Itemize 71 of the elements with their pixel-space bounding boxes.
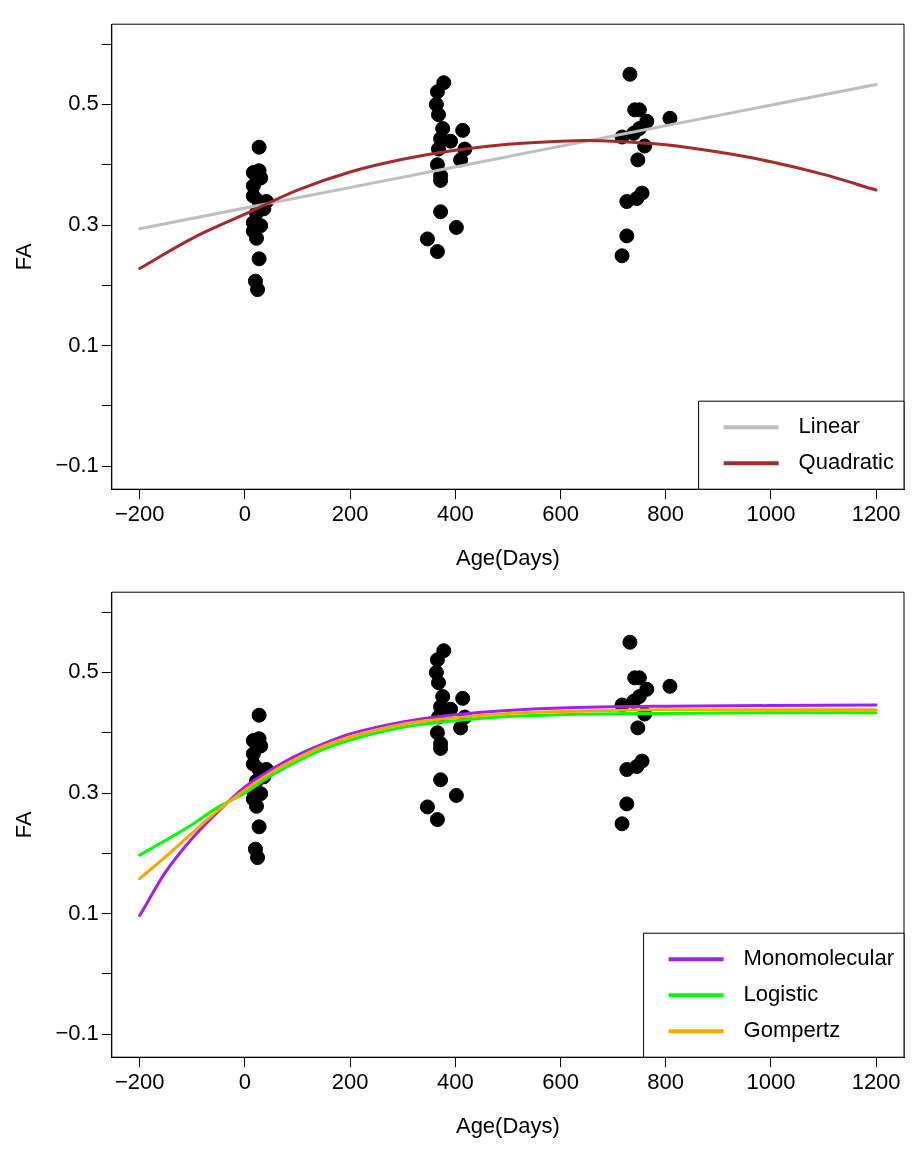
x-tick-label: 200	[331, 501, 369, 527]
x-tick-label: 600	[542, 501, 579, 527]
line-series	[138, 703, 878, 917]
y-tick-label: −0.1	[55, 1020, 99, 1046]
x-tick-label: 0	[238, 1069, 252, 1095]
point	[630, 152, 646, 168]
point	[662, 110, 678, 126]
point	[662, 678, 678, 694]
legend-label: Quadratic	[798, 449, 895, 475]
point	[622, 634, 638, 650]
point	[251, 139, 267, 155]
point	[248, 230, 264, 246]
point	[430, 675, 446, 691]
x-axis-title: Age(Days)	[455, 1112, 560, 1138]
legend-label: Logistic	[743, 981, 819, 1007]
point	[429, 652, 445, 668]
point	[430, 107, 446, 123]
legend-label: Monomolecular	[743, 945, 894, 971]
point	[619, 762, 635, 778]
x-tick-label: 1200	[851, 1069, 901, 1095]
point	[619, 796, 635, 812]
point	[455, 690, 471, 706]
y-tick-label: 0.3	[68, 779, 99, 805]
point	[429, 812, 445, 828]
y-tick-label: −0.1	[55, 452, 99, 478]
point	[630, 720, 646, 736]
point	[429, 244, 445, 260]
line-series	[138, 711, 878, 857]
point	[251, 819, 267, 835]
point	[619, 228, 635, 244]
x-tick-label: 1000	[746, 1069, 796, 1095]
x-tick-label: 800	[647, 1069, 685, 1095]
point	[419, 231, 435, 247]
x-tick-label: 400	[436, 501, 474, 527]
x-tick-label: 0	[238, 501, 252, 527]
point	[443, 133, 459, 149]
x-tick-label: 800	[647, 501, 685, 527]
legend-label: Linear	[798, 413, 860, 439]
y-axis-title: FA	[11, 810, 37, 839]
point	[250, 282, 266, 298]
point	[453, 720, 469, 736]
point	[248, 798, 264, 814]
point	[419, 799, 435, 815]
x-tick-label: 1200	[851, 501, 901, 527]
y-tick-label: 0.1	[68, 899, 99, 925]
y-tick-label: 0.3	[68, 211, 99, 237]
point	[619, 194, 635, 210]
point	[251, 251, 267, 267]
point	[250, 850, 266, 866]
point	[614, 248, 630, 264]
point	[455, 122, 471, 138]
y-axis-title: FA	[11, 242, 37, 271]
point	[614, 816, 630, 832]
legend-label: Gompertz	[743, 1017, 841, 1043]
point	[433, 204, 449, 220]
y-tick-label: 0.1	[68, 331, 99, 357]
point	[448, 219, 464, 235]
x-tick-label: 1000	[746, 501, 796, 527]
point	[433, 772, 449, 788]
point	[429, 84, 445, 100]
point	[448, 787, 464, 803]
x-tick-label: −200	[114, 1069, 165, 1095]
x-axis-title: Age(Days)	[455, 544, 560, 570]
y-tick-label: 0.5	[68, 658, 99, 684]
x-tick-label: 400	[436, 1069, 474, 1095]
x-tick-label: −200	[114, 501, 165, 527]
point	[622, 66, 638, 82]
y-tick-label: 0.5	[68, 90, 99, 116]
x-tick-label: 200	[331, 1069, 369, 1095]
x-tick-label: 600	[542, 1069, 579, 1095]
point	[251, 707, 267, 723]
